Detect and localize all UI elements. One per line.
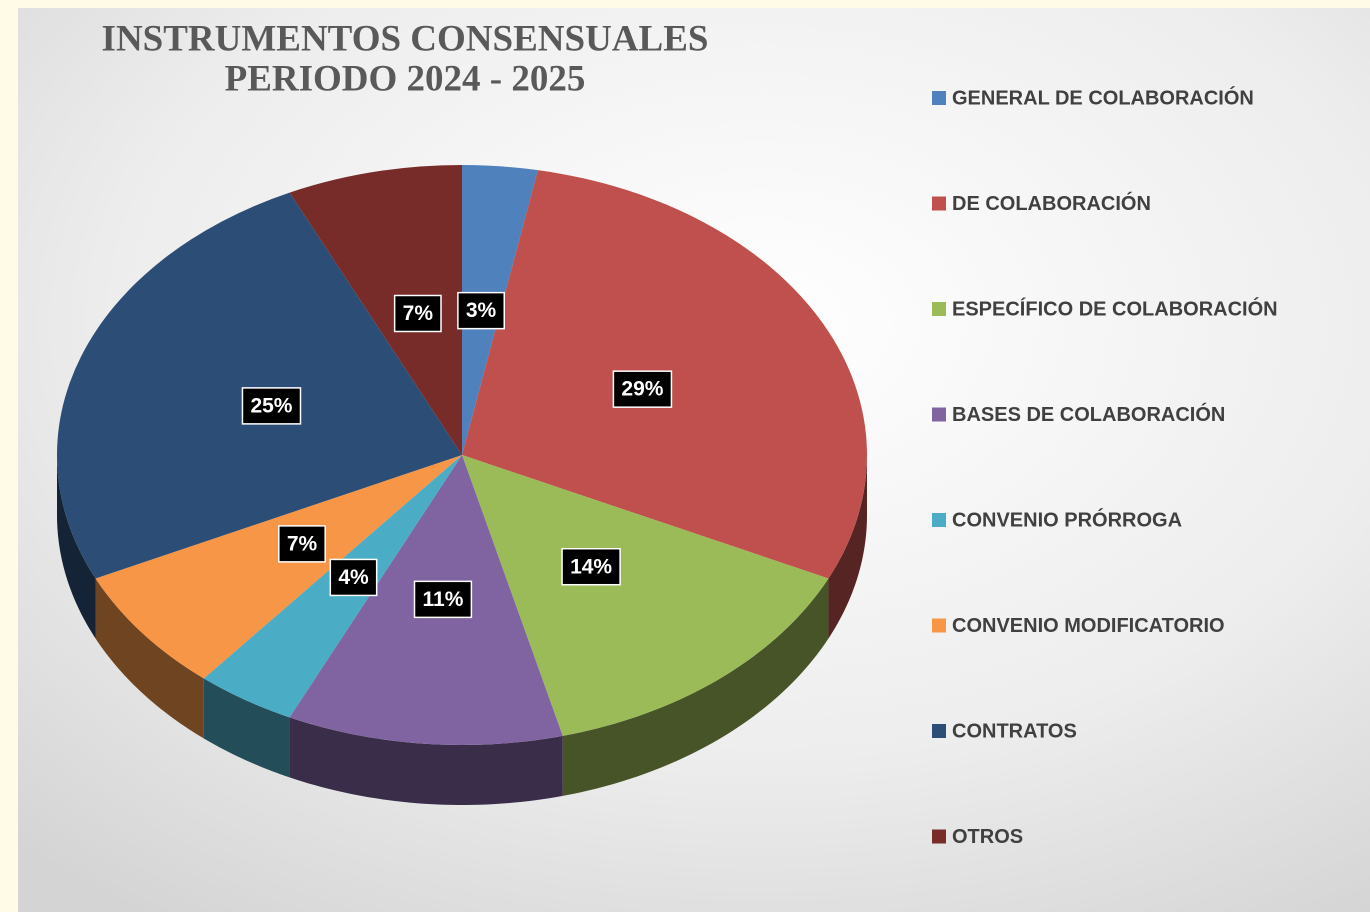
data-label-box [457, 291, 505, 330]
data-label-box [413, 580, 473, 619]
data-label-text: 3% [466, 299, 497, 322]
data-label: 7% [278, 525, 326, 563]
data-label: 3% [457, 291, 505, 330]
legend-label: CONVENIO PRÓRROGA [952, 507, 1182, 531]
data-label-box [612, 370, 673, 408]
pie-side [203, 678, 290, 778]
data-label-box [278, 525, 326, 563]
data-label-text: 11% [423, 588, 464, 611]
data-label-text: 4% [338, 566, 369, 589]
legend-swatch [932, 513, 946, 527]
legend-swatch [932, 829, 946, 844]
legend-label: BASES DE COLABORACIÓN [952, 402, 1225, 426]
data-label: 29% [612, 370, 673, 408]
pie-slice [95, 455, 462, 679]
legend-swatch [932, 302, 946, 316]
pie-side [289, 717, 563, 805]
pie-side [57, 455, 96, 639]
data-label-text: 25% [250, 394, 292, 417]
data-label-text: 29% [621, 378, 663, 401]
pie-slice [462, 455, 829, 736]
data-label-text: 7% [287, 532, 318, 555]
legend-label: CONVENIO MODIFICATORIO [952, 615, 1225, 637]
data-label: 25% [241, 387, 302, 425]
legend-swatch [932, 91, 946, 105]
data-label-text: 14% [570, 555, 612, 578]
data-label: 11% [413, 580, 473, 619]
legend-label: DE COLABORACIÓN [952, 191, 1151, 215]
legend-swatch [932, 724, 946, 738]
pie-slice [56, 192, 462, 579]
data-label: 7% [393, 294, 442, 333]
legend-label: CONTRATOS [952, 720, 1077, 742]
legend-label: GENERAL DE COLABORACIÓN [952, 85, 1254, 109]
data-label: 14% [561, 547, 621, 586]
legend-swatch [932, 196, 946, 211]
data-label-box [393, 294, 442, 333]
pie-side [828, 455, 867, 639]
chart-title: PERIODO 2024 - 2025 [225, 58, 586, 99]
legend-label: OTROS [952, 826, 1023, 848]
legend-swatch [932, 407, 946, 422]
pie-side [95, 578, 204, 739]
data-label: 4% [329, 558, 378, 597]
data-label-text: 7% [403, 302, 434, 325]
data-label-box [329, 558, 378, 597]
pie-side [562, 578, 829, 796]
legend-label: ESPECÍFICO DE COLABORACIÓN [952, 296, 1278, 320]
data-label-box [241, 387, 302, 425]
legend-swatch [932, 618, 946, 633]
data-label-box [561, 547, 621, 586]
chart-title: INSTRUMENTOS CONSENSUALES [102, 18, 709, 59]
pie-slice [289, 165, 462, 455]
